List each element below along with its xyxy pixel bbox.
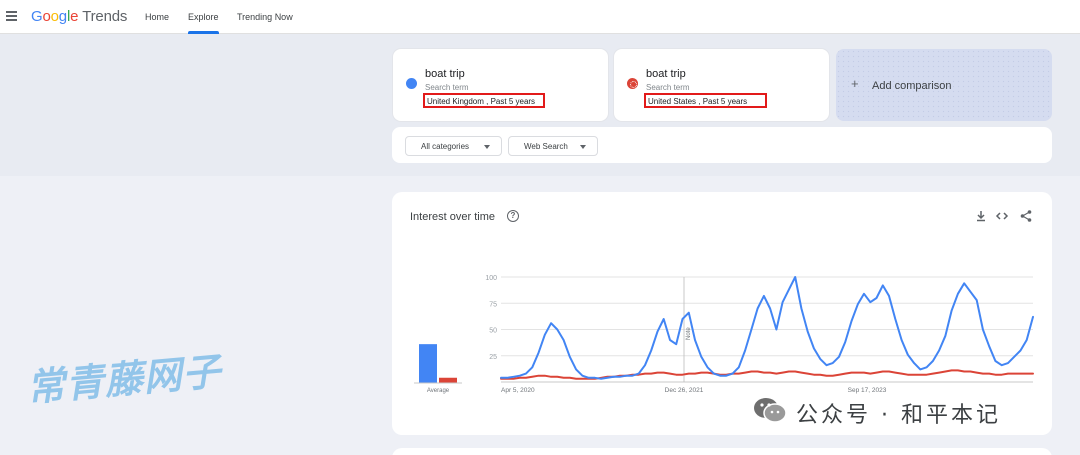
watermark-right-text: 公众号 · 和平本记 (796, 403, 1001, 428)
nav-trending-now[interactable]: Trending Now (237, 12, 293, 22)
add-comparison-label: Add comparison (872, 80, 952, 92)
logo-letter: G (31, 8, 43, 25)
nav-home[interactable]: Home (145, 12, 170, 22)
y-tick-label: 100 (485, 275, 497, 282)
term-name[interactable]: boat trip (425, 68, 465, 80)
logo-suffix: Trends (82, 8, 128, 25)
search-type-dropdown-label: Web Search (524, 142, 568, 151)
download-icon[interactable] (974, 209, 988, 223)
x-tick-label: Apr 5, 2020 (501, 387, 535, 394)
logo-letter: g (58, 8, 67, 25)
wechat-icon (754, 398, 787, 423)
nav-explore[interactable]: Explore (188, 12, 219, 22)
logo-letter: o (42, 8, 51, 25)
search-term-card-2[interactable]: boat trip Search term United States , Pa… (614, 49, 829, 121)
series-line-blue (500, 276, 1034, 380)
y-tick-label: 50 (489, 328, 497, 335)
interest-over-time-card: Interest over time ? 100 75 50 25 Average Not… (392, 192, 1052, 435)
share-icon[interactable] (1019, 209, 1033, 223)
x-tick-label: Sep 17, 2023 (848, 387, 887, 394)
category-dropdown[interactable]: All categories (405, 136, 502, 156)
term-type: Search term (646, 83, 690, 92)
logo-letter: o (50, 8, 59, 25)
interest-chart: 100 75 50 25 Average Note Apr 5, 2020 Dec 26, 2… (414, 275, 1034, 394)
chevron-down-icon (484, 145, 490, 149)
search-type-dropdown[interactable]: Web Search (508, 136, 598, 156)
y-tick-label: 25 (489, 354, 497, 361)
menu-icon[interactable] (6, 11, 17, 21)
add-comparison-button[interactable]: + Add comparison (836, 49, 1052, 121)
x-tick-label: Dec 26, 2021 (665, 387, 704, 394)
average-label: Average (427, 388, 450, 394)
average-bar (439, 377, 457, 383)
chevron-down-icon (580, 145, 586, 149)
nav-active-indicator (188, 31, 219, 34)
term-region-selector[interactable]: United States , Past 5 years (644, 93, 767, 108)
series-color-dot-red (627, 78, 638, 89)
search-term-card-1[interactable]: boat trip Search term United Kingdom , P… (393, 49, 608, 121)
term-region-selector[interactable]: United Kingdom , Past 5 years (423, 93, 545, 108)
note-label: Note (686, 327, 692, 340)
y-tick-label: 75 (489, 301, 497, 308)
help-icon[interactable]: ? (507, 210, 519, 222)
filter-bar: All categories Web Search (392, 127, 1052, 163)
logo-letter: e (70, 8, 79, 25)
category-dropdown-label: All categories (421, 142, 470, 151)
series-color-dot-blue (406, 78, 417, 89)
embed-icon[interactable] (995, 209, 1009, 223)
logo-letter: l (66, 8, 71, 25)
top-app-bar: Google Trends Home Explore Trending Now (0, 0, 1080, 34)
average-bar (419, 344, 437, 383)
term-name[interactable]: boat trip (646, 68, 686, 80)
google-trends-logo[interactable]: Google Trends (31, 8, 127, 25)
panel-title: Interest over time (410, 211, 495, 223)
plus-icon: + (851, 76, 859, 91)
term-type: Search term (425, 83, 469, 92)
next-panel-card (392, 448, 1052, 455)
